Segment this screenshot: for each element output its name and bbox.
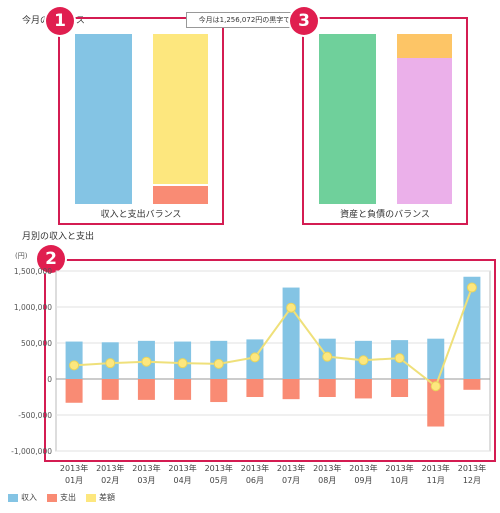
x-tick-month: 08月 xyxy=(318,476,336,485)
income-expense-panel xyxy=(58,17,224,225)
difference-point-6 xyxy=(249,352,260,363)
income-bar xyxy=(75,34,132,204)
x-tick-year: 2013年 xyxy=(132,463,160,473)
expense-bar-6 xyxy=(246,379,264,397)
x-tick-month: 07月 xyxy=(282,476,300,485)
x-tick-month: 10月 xyxy=(390,476,408,485)
x-tick-month: 11月 xyxy=(427,476,445,485)
x-tick-year: 2013年 xyxy=(458,463,486,473)
expense-bar-7 xyxy=(282,379,300,400)
x-tick-month: 02月 xyxy=(101,476,119,485)
y-tick-label: 500,000 xyxy=(21,339,52,348)
legend-label-income: 収入 xyxy=(21,493,37,502)
difference-point-7 xyxy=(286,302,297,313)
x-tick-year: 2013年 xyxy=(277,463,305,473)
legend-item-difference: 差額 xyxy=(86,492,115,503)
surplus-callout: 今月は1,256,072円の黒字です xyxy=(186,12,310,28)
expense-bar-1 xyxy=(65,379,83,403)
y-tick-label: -500,000 xyxy=(18,411,52,420)
expense-bar xyxy=(153,186,208,204)
income-bar-12 xyxy=(463,276,481,379)
expense-bar-4 xyxy=(174,379,192,400)
legend-swatch-difference xyxy=(86,493,96,502)
x-tick-year: 2013年 xyxy=(422,463,450,473)
x-tick-year: 2013年 xyxy=(313,463,341,473)
badge-2: 2 xyxy=(37,245,65,273)
plot-area xyxy=(55,270,491,452)
difference-point-9 xyxy=(358,355,369,366)
monthly-section-title: 月別の収入と支出 xyxy=(22,232,95,242)
legend-label-difference: 差額 xyxy=(99,493,115,502)
income-bar-11 xyxy=(427,338,445,379)
difference-point-1 xyxy=(69,360,80,371)
difference-point-11 xyxy=(430,381,441,392)
asset-liability-label: 資産と負債のバランス xyxy=(340,210,430,220)
legend-swatch-expense xyxy=(47,493,57,502)
x-tick-year: 2013年 xyxy=(349,463,377,473)
income-bar-7 xyxy=(282,287,300,379)
x-tick-month: 03月 xyxy=(137,476,155,485)
legend-swatch-income xyxy=(8,493,18,502)
x-tick-month: 06月 xyxy=(246,476,264,485)
x-tick-month: 05月 xyxy=(210,476,228,485)
difference-point-5 xyxy=(213,358,224,369)
y-unit-label: (円) xyxy=(15,252,28,260)
asset-bar xyxy=(319,34,376,204)
legend-label-expense: 支出 xyxy=(60,493,76,502)
expense-bar-11 xyxy=(427,379,445,427)
liability-top-bar xyxy=(397,34,452,58)
x-tick-year: 2013年 xyxy=(168,463,196,473)
x-tick-month: 09月 xyxy=(354,476,372,485)
expense-bar-3 xyxy=(137,379,155,400)
liability-bottom-bar xyxy=(397,58,452,204)
y-tick-label: 0 xyxy=(47,375,52,384)
x-tick-month: 12月 xyxy=(463,476,481,485)
x-tick-month: 01月 xyxy=(65,476,83,485)
x-tick-year: 2013年 xyxy=(385,463,413,473)
x-tick-year: 2013年 xyxy=(205,463,233,473)
legend-item-expense: 支出 xyxy=(47,492,76,503)
y-tick-label: 1,000,000 xyxy=(14,303,52,312)
expense-bar-2 xyxy=(101,379,119,400)
income-bar-1 xyxy=(65,341,83,379)
badge-3: 3 xyxy=(290,7,318,35)
badge-1: 1 xyxy=(46,7,74,35)
difference-point-2 xyxy=(105,358,116,369)
y-tick-label: -1,000,000 xyxy=(11,447,52,456)
expense-bar-12 xyxy=(463,379,481,390)
difference-point-12 xyxy=(466,282,477,293)
chart-legend: 収入 支出 差額 xyxy=(8,492,115,503)
income-expense-label: 収入と支出バランス xyxy=(100,210,182,220)
x-tick-month: 04月 xyxy=(173,476,191,485)
legend-item-income: 収入 xyxy=(8,492,37,503)
expense-bar-10 xyxy=(391,379,409,397)
difference-point-10 xyxy=(394,353,405,364)
x-tick-year: 2013年 xyxy=(96,463,124,473)
monthly-chart-frame xyxy=(44,259,496,462)
expense-bar-5 xyxy=(210,379,228,403)
expense-bar-8 xyxy=(318,379,336,397)
x-tick-year: 2013年 xyxy=(241,463,269,473)
difference-point-3 xyxy=(141,356,152,367)
difference-point-8 xyxy=(322,351,333,362)
x-tick-year: 2013年 xyxy=(60,463,88,473)
difference-point-4 xyxy=(177,358,188,369)
expense-bar-9 xyxy=(354,379,372,399)
asset-liability-panel xyxy=(302,17,468,225)
surplus-bar xyxy=(153,34,208,184)
y-tick-label: 1,500,000 xyxy=(14,267,52,276)
difference-line xyxy=(74,287,473,388)
